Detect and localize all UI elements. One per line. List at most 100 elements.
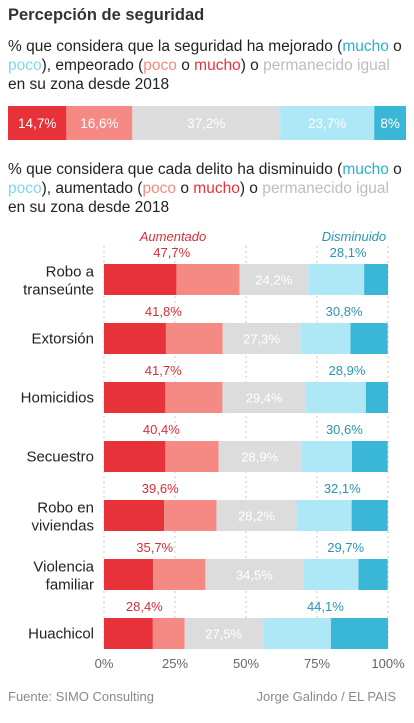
bar-segment-igual [216, 500, 297, 531]
data-label-igual: 28,9% [241, 450, 278, 465]
data-label-mucho-mejorado: 8% [380, 116, 400, 131]
bar-segment-poco-mejorado [280, 106, 375, 140]
bar-segment-mucho-empeorado [104, 382, 166, 413]
data-label-disminuido: 28,9% [329, 363, 366, 378]
legend-poco-empeorado: poco [143, 57, 177, 74]
source-note: Fuente: SIMO Consulting [8, 689, 154, 704]
category-label: Robo en [37, 500, 94, 517]
bar-segment-poco-mejorado [262, 618, 331, 649]
bar-segment-poco-empeorado [164, 500, 217, 531]
x-tick-label: 0% [95, 656, 114, 671]
subtitle-text: en su zona desde 2018 [8, 76, 170, 93]
subtitle-text: en su zona desde 2018 [8, 199, 170, 216]
legend-igual: permanecido igual [262, 180, 389, 197]
bar-segment-poco-empeorado [153, 559, 206, 590]
data-label-igual: 34,5% [236, 568, 273, 583]
data-label-disminuido: 30,8% [326, 304, 363, 319]
x-tick-label: 75% [304, 656, 330, 671]
bar-segment-poco-empeorado [165, 382, 223, 413]
bar-segment-mucho-empeorado [104, 323, 166, 354]
category-label: transeúnte [23, 282, 94, 299]
subtitle-text: ), aumentado ( [41, 180, 143, 197]
subtitle-text: ) o [240, 57, 264, 74]
data-label-igual: 37,2% [187, 116, 225, 131]
subtitle-delitos: % que considera que cada delito ha dismi… [8, 160, 408, 217]
legend-mucho-disminuido: mucho [342, 161, 389, 178]
subtitle-text: ) o [239, 180, 263, 197]
legend-poco-aumentado: poco [142, 180, 177, 197]
data-label-mucho-empeorado: 14,7% [18, 116, 56, 131]
data-label-igual: 29,4% [246, 391, 283, 406]
bar-segment-poco-mejorado [300, 323, 351, 354]
data-label-aumentado: 35,7% [136, 540, 173, 555]
data-label-disminuido: 32,1% [324, 481, 361, 496]
category-label: Violencia [33, 559, 94, 576]
bar-segment-poco-mejorado [308, 264, 365, 295]
bar-segment-poco-empeorado [152, 618, 185, 649]
legend-mucho-empeorado: mucho [194, 57, 241, 74]
category-label: Secuestro [26, 449, 94, 466]
data-label-disminuido: 44,1% [307, 599, 344, 614]
data-label-disminuido: 29,7% [327, 540, 364, 555]
bar-segment-mucho-mejorado [374, 106, 406, 140]
bar-segment-mucho-empeorado [104, 264, 177, 295]
data-label-aumentado: 41,7% [145, 363, 182, 378]
bar-segment-mucho-mejorado [330, 618, 388, 649]
data-label-igual: 28,2% [238, 509, 275, 524]
bar-segment-mucho-empeorado [104, 500, 165, 531]
bar-segment-mucho-mejorado [365, 382, 388, 413]
category-label: Extorsión [31, 331, 94, 348]
bar-segment-mucho-mejorado [351, 500, 388, 531]
legend-igual: permanecido igual [263, 57, 390, 74]
legend-poco-disminuido: poco [8, 180, 42, 197]
bar-segment-poco-mejorado [300, 441, 352, 472]
category-label: Homicidios [21, 390, 94, 407]
data-label-igual: 27,5% [205, 627, 242, 642]
data-label-poco-empeorado: 16,6% [80, 116, 118, 131]
data-label-aumentado: 47,7% [153, 245, 190, 260]
data-label-disminuido: 30,6% [326, 422, 363, 437]
data-label-igual: 24,2% [255, 273, 292, 288]
bar-segment-mucho-mejorado [358, 559, 388, 590]
bar-segment-poco-mejorado [303, 559, 359, 590]
bar-segment-igual [222, 382, 306, 413]
legend-mucho-aumentado: mucho [193, 180, 240, 197]
bar-segment-mucho-empeorado [104, 618, 153, 649]
page-title: Percepción de seguridad [8, 6, 205, 24]
x-tick-label: 100% [371, 656, 405, 671]
category-label: Huachicol [28, 626, 94, 643]
category-label: familiar [46, 577, 94, 594]
bar-segment-mucho-mejorado [350, 323, 388, 354]
subtitle-general: % que considera que la seguridad ha mejo… [8, 37, 408, 94]
bar-segment-poco-mejorado [305, 382, 366, 413]
bar-segment-mucho-empeorado [8, 106, 67, 140]
data-label-aumentado: 41,8% [145, 304, 182, 319]
bar-segment-igual [132, 106, 281, 140]
data-label-igual: 27,3% [243, 332, 280, 347]
bar-segment-mucho-empeorado [104, 559, 154, 590]
subtitle-text: o [388, 38, 402, 55]
bar-segment-igual [222, 323, 301, 354]
bar-segment-mucho-mejorado [351, 441, 388, 472]
subtitle-text: % que considera que la seguridad ha mejo… [8, 38, 343, 55]
bar-segment-poco-empeorado [165, 441, 219, 472]
subtitle-text: ), empeorado ( [41, 57, 144, 74]
data-label-aumentado: 39,6% [142, 481, 179, 496]
author-credit: Jorge Galindo / EL PAIS [256, 689, 396, 704]
subtitle-text: o [388, 161, 402, 178]
bar-segment-poco-empeorado [66, 106, 133, 140]
subtitle-text: o [176, 57, 195, 74]
bar-segment-poco-empeorado [165, 323, 223, 354]
legend-poco-mejorado: poco [8, 57, 42, 74]
bar-segment-mucho-mejorado [364, 264, 388, 295]
bar-segment-poco-mejorado [296, 500, 352, 531]
group-label-disminuido: Disminuido [322, 229, 386, 244]
legend-mucho-mejorado: mucho [342, 38, 389, 55]
data-label-poco-mejorado: 23,7% [308, 116, 346, 131]
bar-segment-igual [239, 264, 309, 295]
subtitle-text: o [176, 180, 194, 197]
category-label: Robo a [46, 264, 95, 281]
subtitle-text: % que considera que cada delito ha dismi… [8, 161, 343, 178]
data-label-disminuido: 28,1% [330, 245, 367, 260]
x-tick-label: 50% [233, 656, 259, 671]
